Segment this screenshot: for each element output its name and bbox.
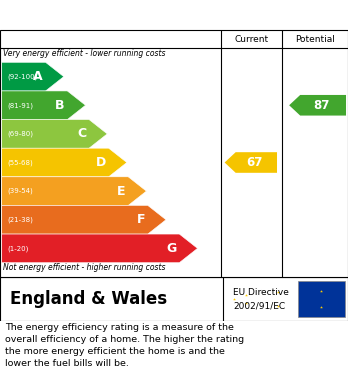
Text: E: E (117, 185, 125, 197)
Text: Potential: Potential (295, 34, 335, 43)
Bar (298, 280, 345, 317)
Text: A: A (33, 70, 43, 83)
Polygon shape (2, 62, 64, 91)
Text: (1-20): (1-20) (7, 245, 28, 252)
Text: B: B (55, 99, 64, 112)
Text: Energy Efficiency Rating: Energy Efficiency Rating (10, 7, 220, 23)
Text: EU Directive: EU Directive (233, 288, 289, 297)
Text: Current: Current (234, 34, 269, 43)
Text: Very energy efficient - lower running costs: Very energy efficient - lower running co… (3, 49, 165, 58)
Polygon shape (289, 95, 346, 116)
Polygon shape (2, 91, 86, 120)
Text: D: D (96, 156, 106, 169)
Text: C: C (77, 127, 86, 140)
Polygon shape (2, 148, 127, 177)
Polygon shape (2, 205, 166, 234)
Text: Not energy efficient - higher running costs: Not energy efficient - higher running co… (3, 263, 165, 272)
Text: G: G (166, 242, 176, 255)
Text: (81-91): (81-91) (7, 102, 33, 109)
Text: The energy efficiency rating is a measure of the
overall efficiency of a home. T: The energy efficiency rating is a measur… (5, 323, 244, 368)
Text: (55-68): (55-68) (7, 159, 33, 166)
Polygon shape (225, 152, 277, 173)
Text: F: F (136, 213, 145, 226)
Text: England & Wales: England & Wales (10, 290, 168, 308)
Text: 2002/91/EC: 2002/91/EC (233, 301, 285, 310)
Polygon shape (2, 177, 147, 205)
Text: (39-54): (39-54) (7, 188, 33, 194)
Text: (92-100): (92-100) (7, 74, 37, 80)
Text: 67: 67 (246, 156, 262, 169)
Polygon shape (2, 120, 107, 148)
Text: (69-80): (69-80) (7, 131, 33, 137)
Text: (21-38): (21-38) (7, 217, 33, 223)
Polygon shape (2, 234, 198, 263)
Text: 87: 87 (313, 99, 329, 112)
